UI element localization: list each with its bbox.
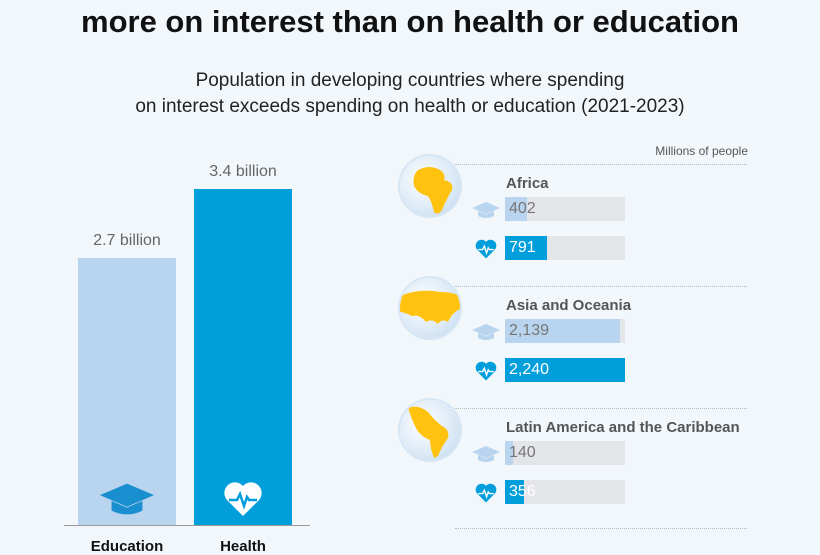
x-axis-line [64, 525, 310, 526]
value-label: 2,240 [509, 361, 550, 378]
unit-label: Millions of people [655, 144, 748, 158]
education-bar [505, 197, 527, 221]
graduation-cap-icon [472, 200, 500, 220]
value-label: 791 [509, 239, 536, 256]
education-bar-track: 2,139 [505, 319, 625, 343]
education-bar [505, 441, 513, 465]
subtitle-line-1: Population in developing countries where… [195, 70, 625, 91]
heart-pulse-icon [472, 361, 500, 381]
region-name: Latin America and the Caribbean [506, 419, 740, 436]
health-bar [505, 480, 525, 504]
separator [455, 528, 747, 529]
data-label: 3.4 billion [209, 163, 277, 180]
data-label: 2.7 billion [93, 232, 161, 250]
globe-icon [400, 156, 460, 216]
health-bar-track: 2,240 [505, 358, 625, 382]
separator [455, 408, 747, 409]
health-bar [505, 358, 625, 382]
value-label: 2,139 [509, 322, 550, 339]
chart-subtitle: Population in developing countries where… [0, 68, 820, 120]
education-bar-track: 140 [505, 441, 625, 465]
graduation-cap-icon [100, 481, 154, 517]
heart-pulse-icon [472, 239, 500, 259]
value-label: 402 [509, 200, 536, 217]
health-bar-track: 356 [505, 480, 625, 504]
chart-title: more on interest than on health or educa… [81, 4, 739, 39]
education-bar-track: 402 [505, 197, 625, 221]
health-bar-track: 791 [505, 236, 625, 260]
region-name: Asia and Oceania [506, 297, 632, 314]
value-label: 356 [509, 483, 536, 500]
globe-icon [400, 400, 460, 460]
separator [455, 286, 747, 287]
category-label: Education [90, 538, 164, 555]
graduation-cap-icon [472, 444, 500, 464]
education-bar [505, 319, 620, 343]
bar-health [194, 189, 292, 525]
health-bar [505, 236, 548, 260]
category-label: Health [220, 538, 266, 555]
value-label: 140 [509, 444, 536, 461]
bar-education [78, 258, 176, 525]
globe-icon [400, 278, 460, 338]
region-name: Africa [506, 175, 549, 192]
separator [455, 164, 747, 165]
subtitle-line-2: on interest exceeds spending on health o… [135, 96, 685, 117]
heart-pulse-icon [216, 481, 270, 517]
heart-pulse-icon [472, 483, 500, 503]
graduation-cap-icon [472, 322, 500, 342]
